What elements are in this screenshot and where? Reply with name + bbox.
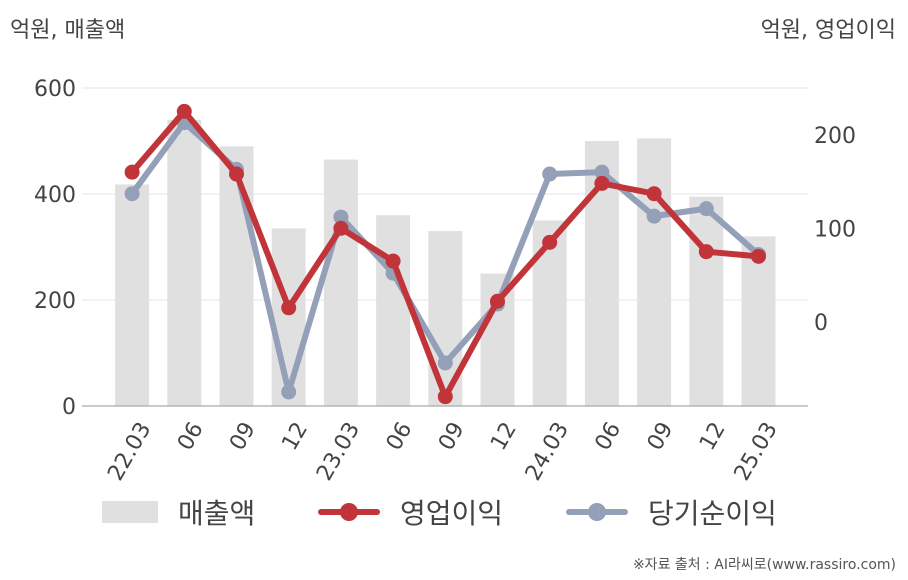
x-tick-label: 22.03 <box>103 418 156 485</box>
legend-swatch-operating-profit <box>318 501 380 523</box>
operating-profit-point <box>385 253 401 269</box>
y-left-tick-label: 0 <box>62 395 76 420</box>
operating-profit-point <box>542 234 558 250</box>
revenue-bar <box>741 236 776 406</box>
revenue-bar <box>480 273 515 406</box>
x-tick-label: 06 <box>173 418 209 455</box>
revenue-bar <box>689 196 724 406</box>
right-axis-unit-label: 억원, 영업이익 <box>760 18 896 43</box>
revenue-bars <box>115 119 776 407</box>
left-axis-unit-label: 억원, 매출액 <box>10 18 126 43</box>
operating-profit-point <box>176 103 192 119</box>
operating-profit-point <box>124 164 140 180</box>
revenue-bar <box>637 138 672 406</box>
operating-profit-point <box>437 389 453 405</box>
x-tick-label: 25.03 <box>730 418 783 485</box>
net-income-point <box>542 166 558 182</box>
profit-lines <box>124 103 766 405</box>
x-tick-label: 12 <box>695 418 731 455</box>
operating-profit-point <box>333 220 349 236</box>
legend-label-revenue: 매출액 <box>178 497 256 530</box>
source-credit: ※자료 출처 : AI라씨로(www.rassiro.com) <box>632 557 896 573</box>
revenue-bar <box>323 159 358 406</box>
x-tick-label: 06 <box>591 418 627 455</box>
y-right-tick-label: 0 <box>814 311 828 336</box>
x-tick-label: 06 <box>382 418 418 455</box>
legend: 매출액 영업이익 당기순이익 <box>0 492 908 536</box>
net-income-point <box>124 186 140 202</box>
legend-item-revenue: 매출액 <box>102 492 255 532</box>
legend-label-operating-profit: 영업이익 <box>400 497 504 530</box>
x-tick-label: 24.03 <box>521 418 574 485</box>
legend-label-net-income: 당기순이익 <box>648 497 777 530</box>
x-tick-label: 09 <box>643 418 679 455</box>
operating-profit-point <box>229 166 244 182</box>
operating-profit-point <box>594 175 610 191</box>
y-right-tick-label: 200 <box>814 124 856 149</box>
operating-profit-point <box>646 186 662 202</box>
revenue-bar <box>167 119 202 407</box>
legend-item-operating-profit: 영업이익 <box>318 492 503 532</box>
x-tick-label: 12 <box>486 418 522 455</box>
operating-profit-point <box>751 248 766 264</box>
revenue-bar <box>376 215 411 406</box>
net-income-point <box>646 208 662 224</box>
operating-profit-point <box>698 244 714 260</box>
x-tick-label: 23.03 <box>312 418 365 485</box>
revenue-bar <box>219 146 254 407</box>
x-tick-label: 09 <box>225 418 261 455</box>
x-tick-label: 09 <box>434 418 470 455</box>
operating-profit-point <box>281 300 297 316</box>
net-income-point <box>698 201 714 217</box>
x-tick-label: 12 <box>277 418 313 455</box>
legend-swatch-revenue <box>102 501 158 523</box>
legend-item-net-income: 당기순이익 <box>566 492 777 532</box>
revenue-bar <box>115 184 150 406</box>
y-left-tick-label: 400 <box>34 183 76 208</box>
net-income-point <box>281 384 297 400</box>
y-left-tick-label: 600 <box>34 77 76 102</box>
net-income-point <box>333 209 349 225</box>
y-left-tick-label: 200 <box>34 289 76 314</box>
operating-profit-point <box>490 293 505 309</box>
legend-swatch-net-income <box>566 501 628 523</box>
net-income-point <box>594 164 610 180</box>
net-income-point <box>437 355 453 371</box>
revenue-bar <box>271 228 306 406</box>
y-right-tick-label: 100 <box>814 217 856 242</box>
